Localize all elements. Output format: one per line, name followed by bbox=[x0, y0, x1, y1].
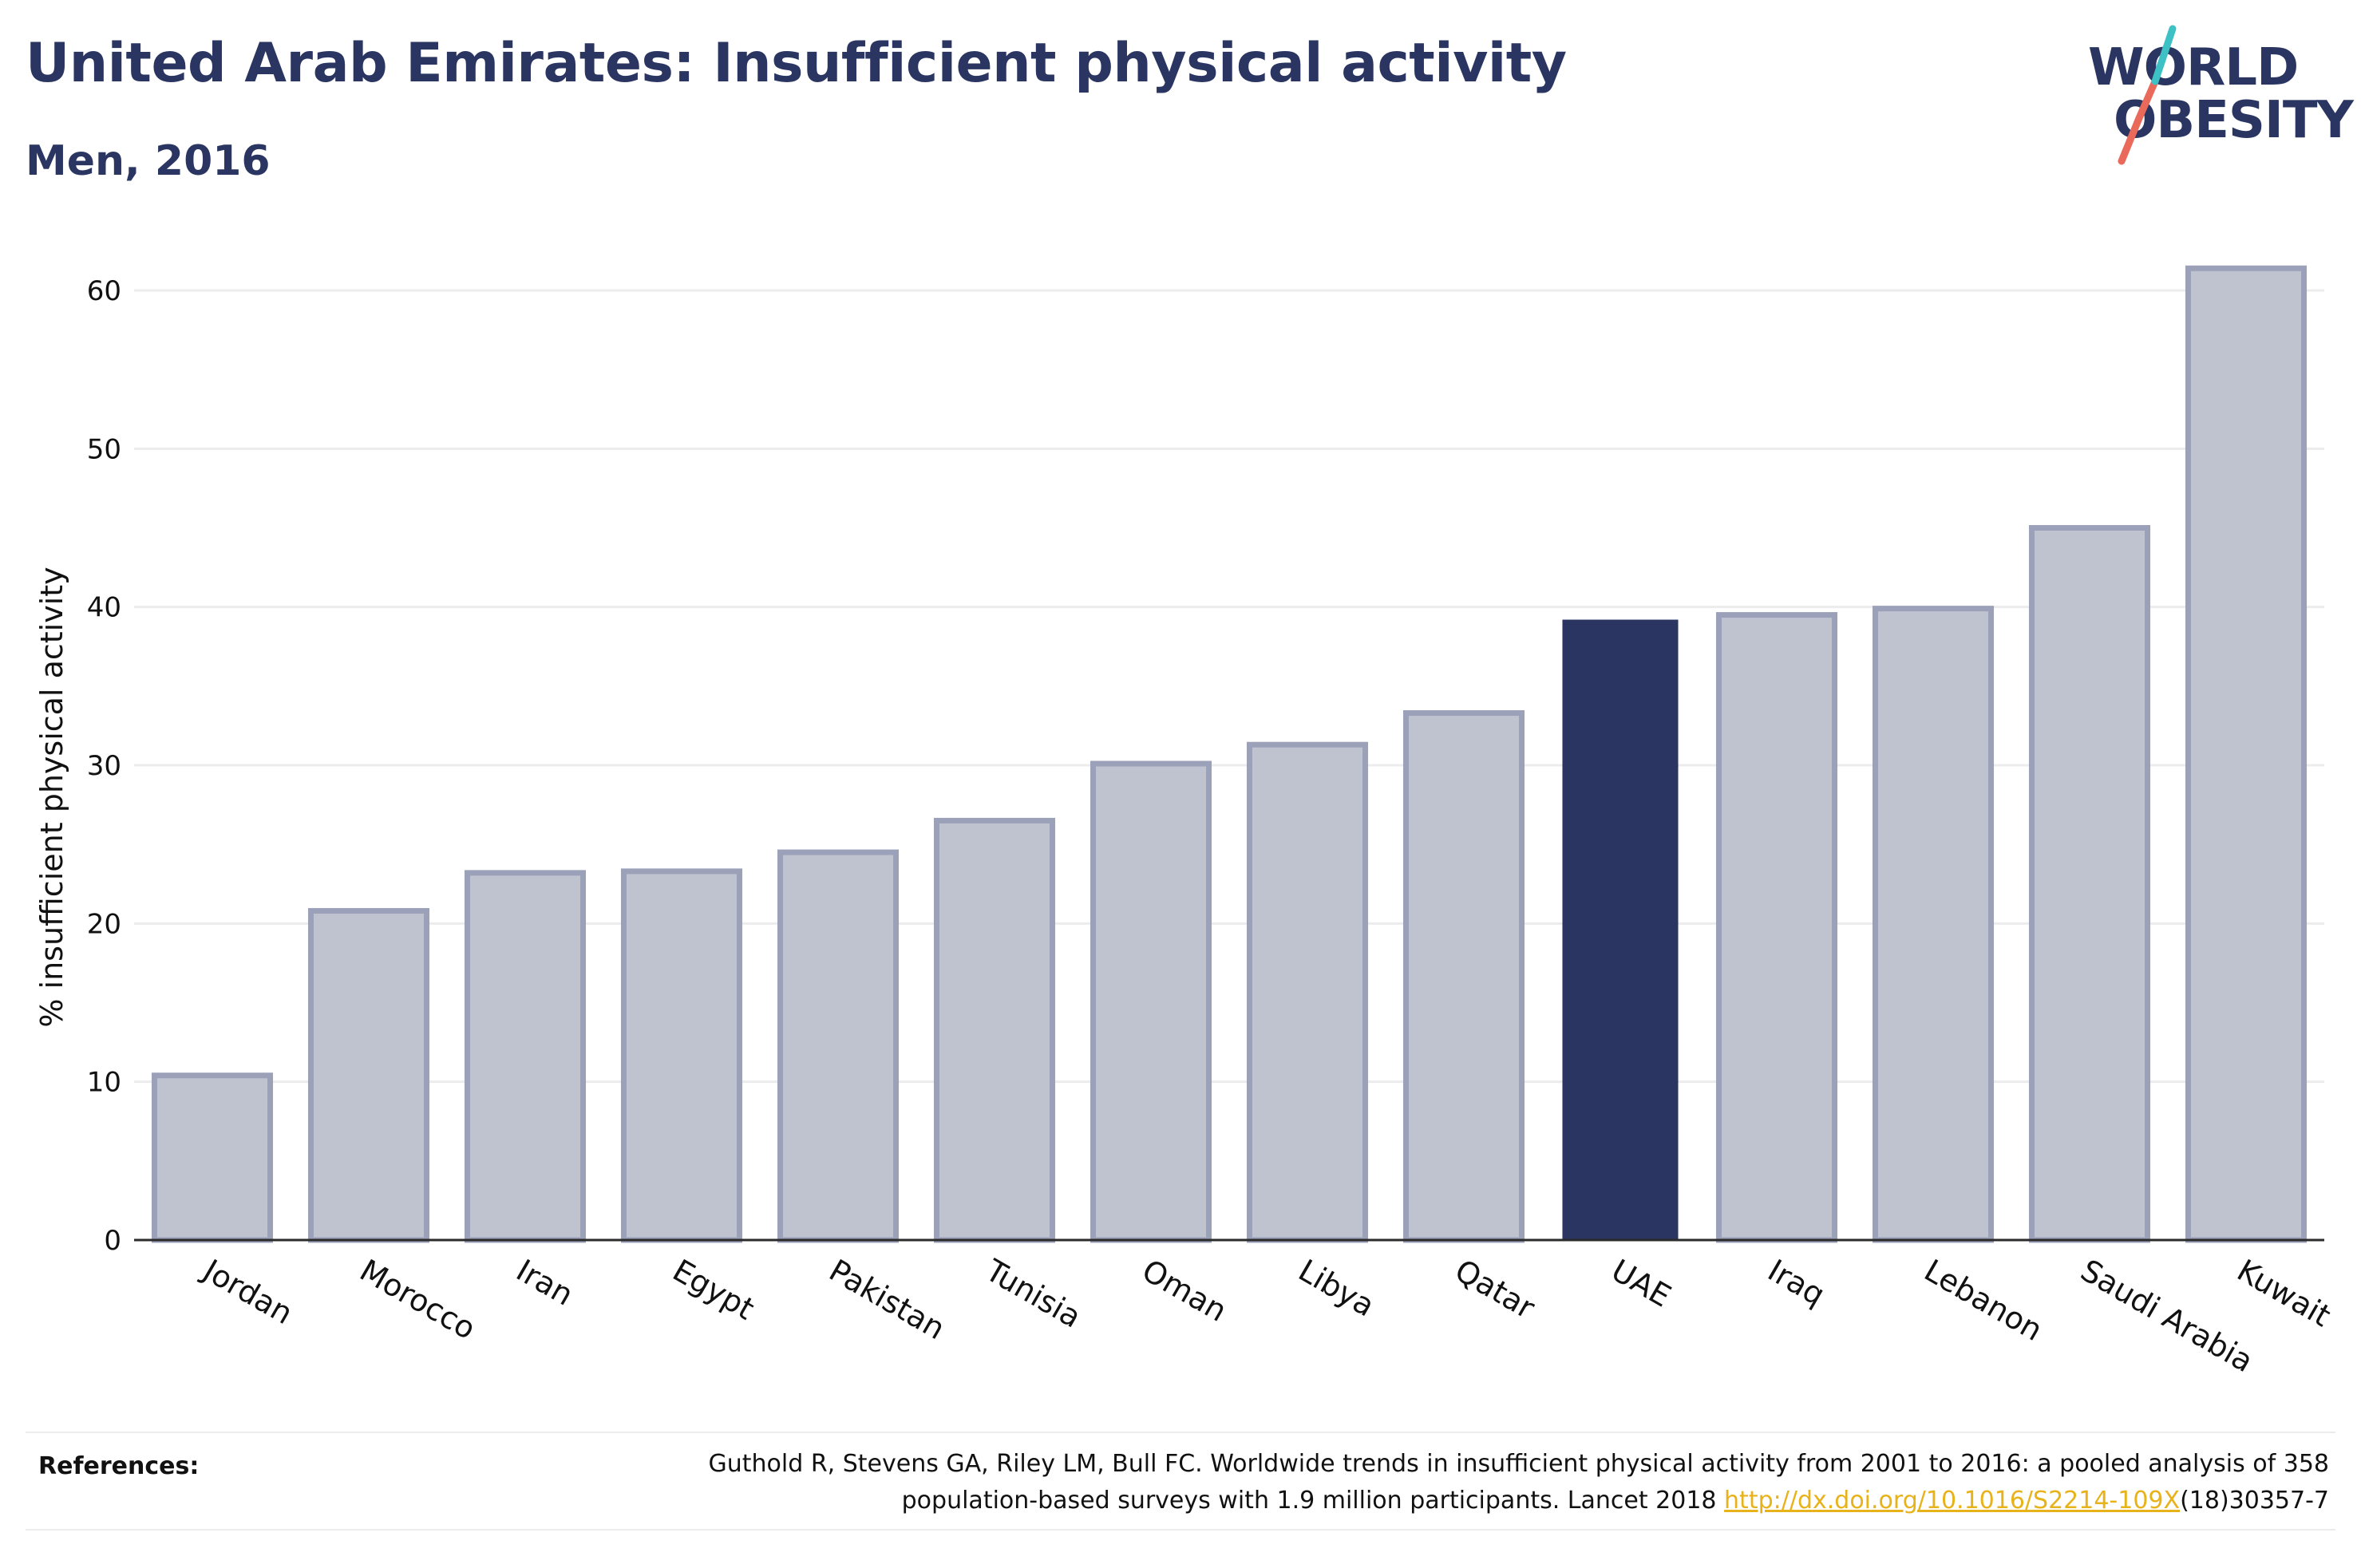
bar-egypt bbox=[620, 868, 743, 1243]
bar-tunisia bbox=[933, 817, 1056, 1243]
bar-kuwait bbox=[2185, 265, 2308, 1243]
x-tick-label: Oman bbox=[1137, 1253, 1233, 1329]
bar-pakistan bbox=[777, 849, 900, 1243]
y-tick-label: 20 bbox=[87, 908, 121, 940]
y-tick-label: 60 bbox=[87, 275, 121, 307]
y-tick-label: 0 bbox=[104, 1225, 121, 1257]
bar-chart: 0 10 20 30 40 50 60 % insufficient physical act… bbox=[34, 265, 2337, 1380]
x-tick-label: Tunisia bbox=[979, 1252, 1087, 1335]
x-tick-label: Iraq bbox=[1762, 1253, 1831, 1313]
references-label: References: bbox=[38, 1452, 200, 1480]
references-text: Guthold R, Stevens GA, Riley LM, Bull FC… bbox=[493, 1446, 2329, 1519]
bar-oman bbox=[1090, 760, 1212, 1243]
y-tick-label: 10 bbox=[87, 1067, 121, 1099]
y-tick-label: 50 bbox=[87, 433, 121, 465]
bar-jordan bbox=[151, 1072, 274, 1243]
chart-title: United Arab Emirates: Insufficient physi… bbox=[26, 32, 1567, 95]
bar-iraq bbox=[1715, 612, 1838, 1243]
bar-morocco bbox=[307, 907, 430, 1243]
y-axis-title: % insufficient physical activity bbox=[34, 567, 69, 1027]
y-tick-label: 40 bbox=[87, 592, 121, 624]
logo-slash-icon bbox=[2118, 25, 2177, 165]
bar-uae bbox=[1562, 619, 1679, 1240]
logo-word-obesity: OBESITY bbox=[2114, 91, 2354, 150]
chart-subtitle: Men, 2016 bbox=[26, 137, 271, 185]
x-tick-label: Lebanon bbox=[1919, 1253, 2049, 1348]
gridlines bbox=[134, 289, 2324, 1084]
reference-line-2-suffix: (18)30357-7 bbox=[2180, 1487, 2329, 1515]
x-tick-label: UAE bbox=[1606, 1253, 1677, 1314]
x-tick-label: Qatar bbox=[1449, 1253, 1541, 1326]
x-tick-label: Pakistan bbox=[824, 1253, 951, 1347]
reference-doi-link[interactable]: http://dx.doi.org/10.1016/S2214-109X bbox=[1724, 1487, 2181, 1515]
bar-saudi-arabia bbox=[2028, 525, 2151, 1243]
reference-line-2-prefix: population-based surveys with 1.9 millio… bbox=[901, 1487, 1725, 1515]
x-tick-label: Libya bbox=[1293, 1253, 1381, 1324]
references-bottom-divider bbox=[26, 1529, 2335, 1530]
world-obesity-logo: WORLD OBESITY bbox=[2083, 24, 2354, 168]
x-tick-label: Iran bbox=[511, 1253, 579, 1313]
x-tick-label: Jordan bbox=[196, 1252, 299, 1332]
logo-word-world: WORLD bbox=[2088, 38, 2299, 97]
reference-line-2: population-based surveys with 1.9 millio… bbox=[493, 1483, 2329, 1519]
reference-line-1: Guthold R, Stevens GA, Riley LM, Bull FC… bbox=[708, 1450, 2329, 1478]
bar-libya bbox=[1246, 741, 1369, 1243]
bars bbox=[151, 265, 2308, 1243]
bar-lebanon bbox=[1872, 606, 1995, 1243]
x-tick-label: Morocco bbox=[354, 1253, 482, 1347]
bar-iran bbox=[464, 870, 587, 1243]
x-tick-label: Saudi Arabia bbox=[2075, 1253, 2260, 1380]
x-tick-label: Egypt bbox=[667, 1253, 761, 1327]
bar-qatar bbox=[1402, 710, 1525, 1243]
references-top-divider bbox=[26, 1432, 2335, 1433]
y-tick-label: 30 bbox=[87, 750, 121, 782]
x-tick-label: Kuwait bbox=[2232, 1253, 2337, 1334]
